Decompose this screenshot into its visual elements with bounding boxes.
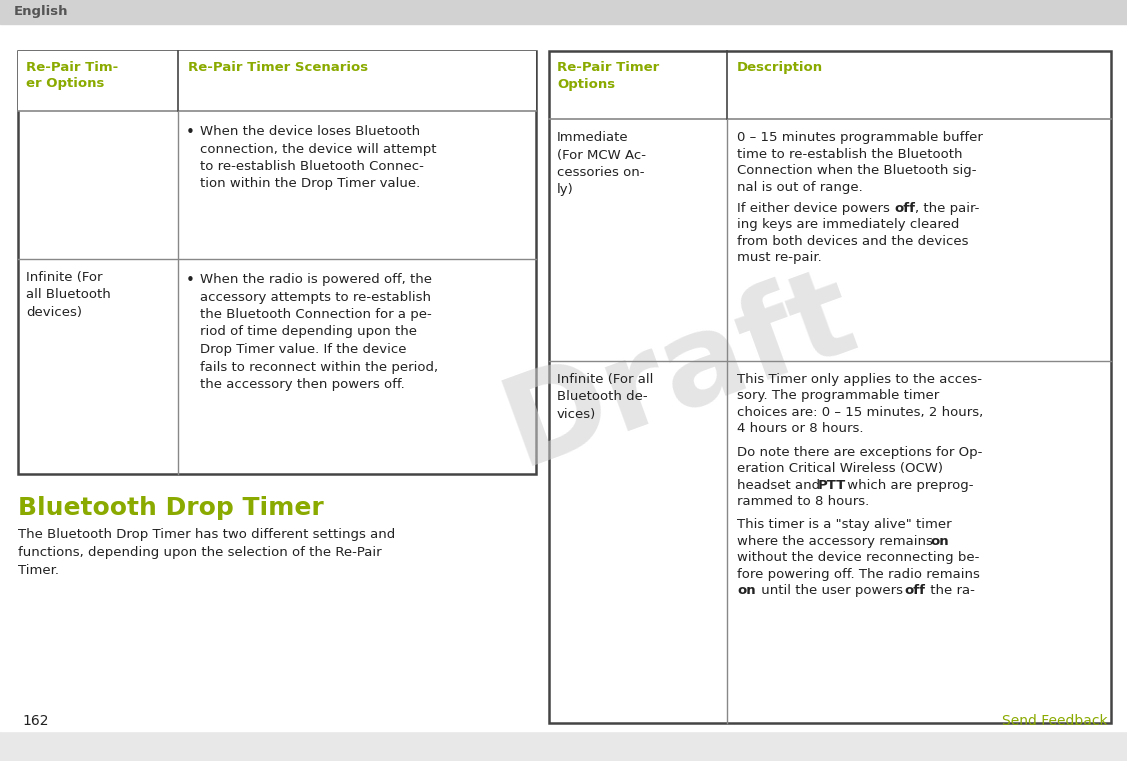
Text: English: English [14, 5, 69, 18]
Text: Infinite (For
all Bluetooth
devices): Infinite (For all Bluetooth devices) [26, 271, 110, 319]
Bar [549, 51, 1111, 723]
Text: must re-pair.: must re-pair. [737, 251, 822, 265]
Text: 162: 162 [23, 714, 48, 728]
Text: Send Feedback: Send Feedback [1002, 714, 1108, 728]
Text: Re-Pair Tim-: Re-Pair Tim- [26, 61, 118, 74]
Text: The Bluetooth Drop Timer has two different settings and
functions, depending upo: The Bluetooth Drop Timer has two differe… [18, 528, 396, 577]
Bar [0, 0, 1127, 24]
Text: headset and: headset and [737, 479, 824, 492]
Text: Re-Pair Timer: Re-Pair Timer [557, 61, 659, 74]
Text: PTT: PTT [818, 479, 846, 492]
Text: without the device reconnecting be-: without the device reconnecting be- [737, 551, 979, 564]
Bar [18, 51, 536, 111]
Text: Re-Pair Timer Scenarios: Re-Pair Timer Scenarios [188, 61, 369, 74]
Text: Draft: Draft [488, 252, 871, 490]
Text: , the pair-: , the pair- [915, 202, 979, 215]
Text: the ra-: the ra- [926, 584, 975, 597]
Text: fore powering off. The radio remains: fore powering off. The radio remains [737, 568, 979, 581]
Text: Immediate
(For MCW Ac-
cessories on-
ly): Immediate (For MCW Ac- cessories on- ly) [557, 131, 646, 196]
Text: This Timer only applies to the acces-: This Timer only applies to the acces- [737, 373, 982, 386]
Text: on: on [737, 584, 755, 597]
Text: Infinite (For all
Bluetooth de-
vices): Infinite (For all Bluetooth de- vices) [557, 373, 654, 421]
Text: where the accessory remains: where the accessory remains [737, 535, 938, 548]
Text: rammed to 8 hours.: rammed to 8 hours. [737, 495, 869, 508]
Text: •: • [186, 273, 195, 288]
Text: ing keys are immediately cleared: ing keys are immediately cleared [737, 218, 959, 231]
Text: sory. The programmable timer: sory. The programmable timer [737, 390, 939, 403]
Text: from both devices and the devices: from both devices and the devices [737, 235, 968, 248]
Text: time to re-establish the Bluetooth: time to re-establish the Bluetooth [737, 148, 962, 161]
Bar [18, 51, 536, 474]
Text: choices are: 0 – 15 minutes, 2 hours,: choices are: 0 – 15 minutes, 2 hours, [737, 406, 983, 419]
Text: off: off [894, 202, 915, 215]
Text: on: on [930, 535, 949, 548]
Text: Bluetooth Drop Timer: Bluetooth Drop Timer [18, 496, 323, 520]
Text: 0 – 15 minutes programmable buffer: 0 – 15 minutes programmable buffer [737, 131, 983, 144]
Text: This timer is a "stay alive" timer: This timer is a "stay alive" timer [737, 518, 951, 531]
Text: which are preprog-: which are preprog- [843, 479, 974, 492]
Text: off: off [904, 584, 925, 597]
Text: When the device loses Bluetooth
connection, the device will attempt
to re-establ: When the device loses Bluetooth connecti… [199, 125, 436, 190]
Text: Description: Description [737, 61, 823, 74]
Text: 4 hours or 8 hours.: 4 hours or 8 hours. [737, 422, 863, 435]
Text: Options: Options [557, 78, 615, 91]
Text: eration Critical Wireless (OCW): eration Critical Wireless (OCW) [737, 462, 943, 475]
Text: Connection when the Bluetooth sig-: Connection when the Bluetooth sig- [737, 164, 976, 177]
Text: nal is out of range.: nal is out of range. [737, 180, 863, 193]
Text: Do note there are exceptions for Op-: Do note there are exceptions for Op- [737, 446, 983, 459]
Text: until the user powers: until the user powers [757, 584, 907, 597]
Text: If either device powers: If either device powers [737, 202, 894, 215]
Text: When the radio is powered off, the
accessory attempts to re-establish
the Blueto: When the radio is powered off, the acces… [199, 273, 438, 391]
Text: er Options: er Options [26, 77, 105, 90]
Text: •: • [186, 125, 195, 140]
